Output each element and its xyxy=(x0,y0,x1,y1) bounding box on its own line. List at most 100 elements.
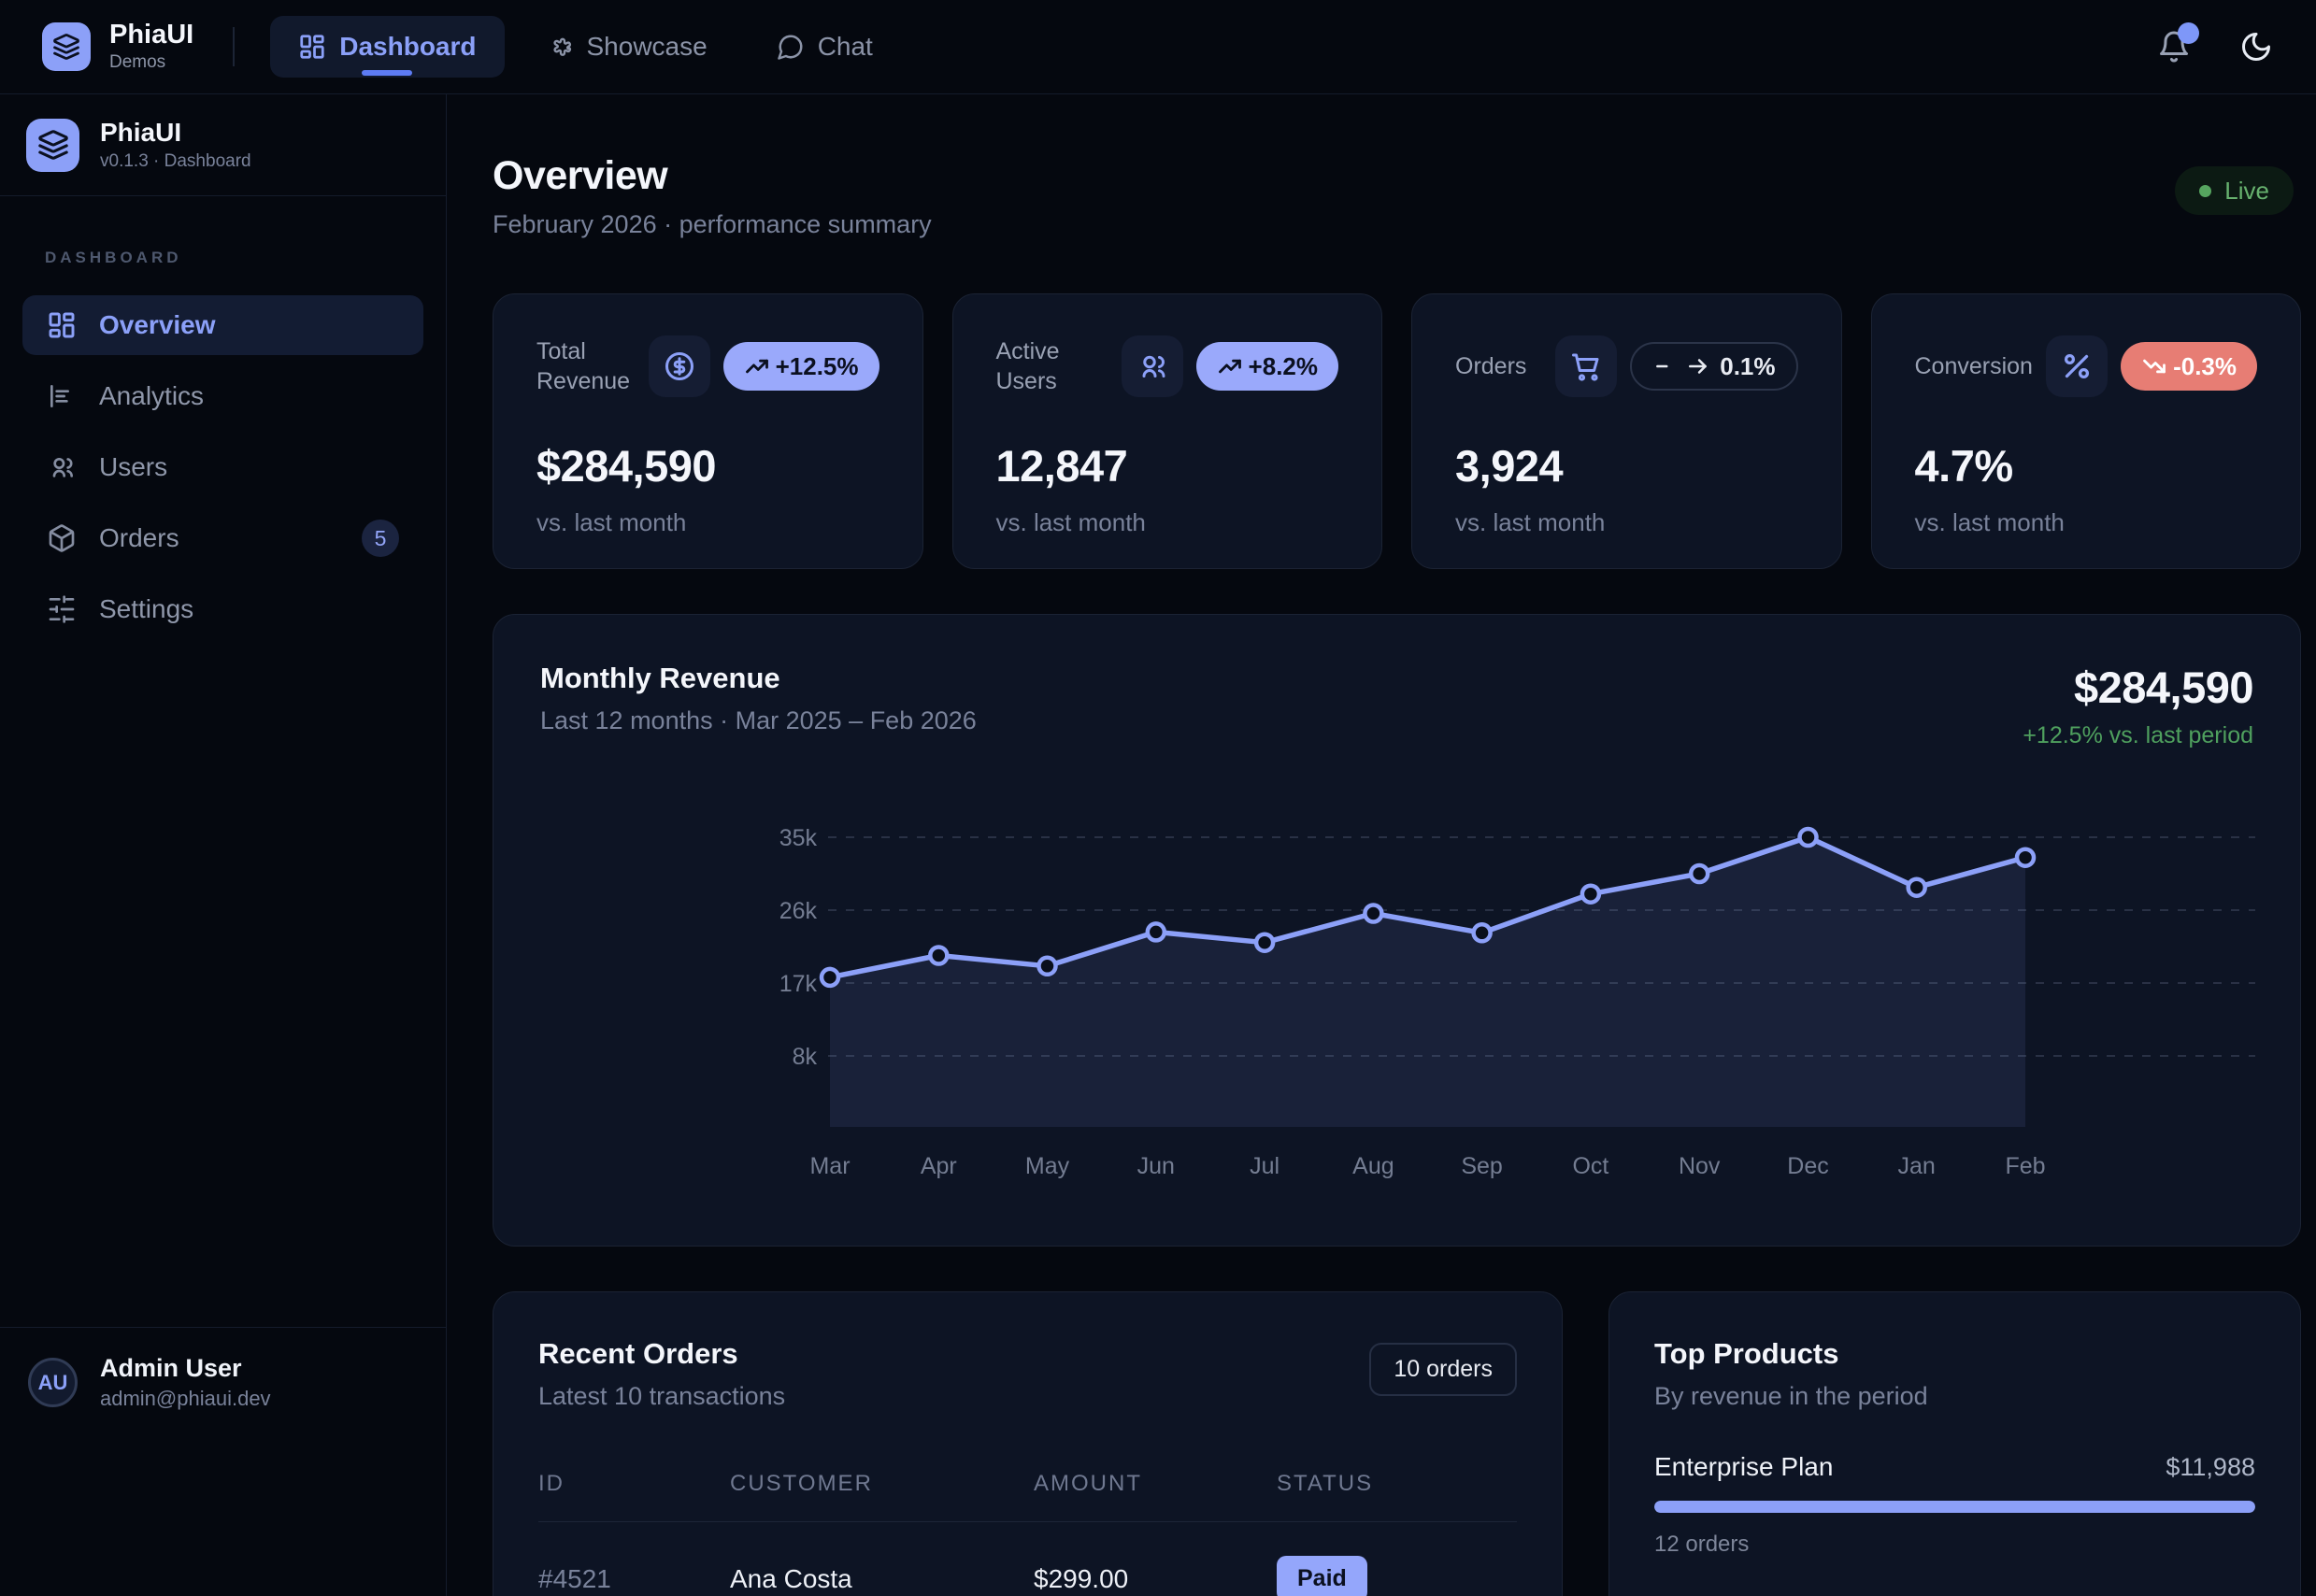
chart-total-value: $284,590 xyxy=(2023,662,2253,713)
layers-icon xyxy=(37,129,69,161)
tab-chat-label: Chat xyxy=(818,32,873,62)
product-bar-fill xyxy=(1654,1501,2255,1513)
stat-card-conversion: Conversion -0.3% 4.7% vs. last month xyxy=(1871,293,2302,569)
orders-table: ID CUSTOMER AMOUNT STATUS #4521 Ana Cost… xyxy=(538,1450,1517,1596)
topbar-actions xyxy=(2157,30,2273,64)
notifications-button[interactable] xyxy=(2157,30,2191,64)
product-orders-note: 12 orders xyxy=(1654,1532,2255,1558)
svg-text:May: May xyxy=(1025,1153,1070,1179)
bottom-row: Recent Orders Latest 10 transactions 10 … xyxy=(493,1291,2301,1596)
stat-label: Orders xyxy=(1455,351,1548,382)
tab-showcase[interactable]: Showcase xyxy=(518,16,736,78)
stat-card-orders: Orders 0.1% 3,924 vs. la xyxy=(1411,293,1842,569)
svg-text:Aug: Aug xyxy=(1352,1153,1394,1179)
svg-text:Feb: Feb xyxy=(2005,1153,2045,1179)
sidebar-item-label: Overview xyxy=(99,310,216,340)
stat-footnote: vs. last month xyxy=(1915,508,2258,537)
products-subtitle: By revenue in the period xyxy=(1654,1382,1928,1411)
trend-badge: +12.5% xyxy=(723,342,879,391)
users-icon xyxy=(1122,335,1183,397)
product-revenue: $11,988 xyxy=(2166,1453,2255,1482)
brand-name: PhiaUI xyxy=(109,21,193,50)
orders-subtitle: Latest 10 transactions xyxy=(538,1382,785,1411)
sidebar-item-settings[interactable]: Settings xyxy=(22,579,423,639)
tab-chat[interactable]: Chat xyxy=(749,16,901,78)
orders-count-badge: 5 xyxy=(362,520,399,557)
sidebar-user[interactable]: AU Admin User admin@phiaui.dev xyxy=(0,1327,446,1437)
stat-label: Total Revenue xyxy=(536,336,641,397)
stat-value: $284,590 xyxy=(536,440,879,492)
sidebar-item-orders[interactable]: Orders 5 xyxy=(22,508,423,568)
sidebar-brand[interactable]: PhiaUI v0.1.3 · Dashboard xyxy=(0,94,446,196)
svg-text:Jan: Jan xyxy=(1898,1153,1936,1179)
svg-text:Apr: Apr xyxy=(921,1153,957,1179)
user-email: admin@phiaui.dev xyxy=(100,1387,271,1411)
trending-down-icon xyxy=(2141,353,2167,379)
sidebar-item-label: Analytics xyxy=(99,381,204,411)
sidebar-brand-name: PhiaUI xyxy=(100,118,251,148)
sidebar: PhiaUI v0.1.3 · Dashboard DASHBOARD Over… xyxy=(0,94,447,1596)
live-label: Live xyxy=(2224,177,2269,206)
sidebar-section-label: DASHBOARD xyxy=(45,249,446,267)
page-header: Overview February 2026 · performance sum… xyxy=(493,153,2301,239)
users-icon xyxy=(47,452,77,482)
stat-value: 12,847 xyxy=(996,440,1339,492)
tab-dashboard[interactable]: Dashboard xyxy=(270,16,504,78)
svg-text:Dec: Dec xyxy=(1787,1153,1828,1179)
arrow-right-icon xyxy=(1686,354,1710,378)
stat-footnote: vs. last month xyxy=(996,508,1339,537)
chart-delta: +12.5% vs. last period xyxy=(2023,722,2253,749)
sidebar-brand-logo xyxy=(26,119,79,172)
trend-badge: +8.2% xyxy=(1196,342,1338,391)
sidebar-item-users[interactable]: Users xyxy=(22,437,423,497)
svg-text:26k: 26k xyxy=(779,898,818,924)
sidebar-nav: Overview Analytics Users Orders 5 xyxy=(0,295,446,639)
sidebar-item-label: Settings xyxy=(99,594,193,624)
live-status-badge: Live xyxy=(2175,166,2294,215)
order-customer: Ana Costa xyxy=(730,1522,1034,1596)
status-badge: Paid xyxy=(1277,1556,1367,1596)
stat-footnote: vs. last month xyxy=(1455,508,1798,537)
stat-card-total-revenue: Total Revenue +12.5% $284,590 vs. last m… xyxy=(493,293,923,569)
svg-text:35k: 35k xyxy=(779,825,818,851)
sidebar-item-overview[interactable]: Overview xyxy=(22,295,423,355)
notification-dot xyxy=(2178,22,2199,44)
svg-text:Oct: Oct xyxy=(1572,1153,1608,1179)
product-bar-track xyxy=(1654,1501,2255,1513)
svg-text:Nov: Nov xyxy=(1679,1153,1721,1179)
svg-text:Sep: Sep xyxy=(1461,1153,1502,1179)
products-title: Top Products xyxy=(1654,1337,1928,1371)
svg-text:Jul: Jul xyxy=(1250,1153,1280,1179)
stat-card-active-users: Active Users +8.2% 12,847 vs. last month xyxy=(952,293,1383,569)
theme-toggle-button[interactable] xyxy=(2239,30,2273,64)
stat-label: Conversion xyxy=(1915,351,2039,382)
svg-text:17k: 17k xyxy=(779,971,818,997)
sidebar-item-label: Orders xyxy=(99,523,179,553)
percent-icon xyxy=(2046,335,2108,397)
svg-text:Mar: Mar xyxy=(809,1153,850,1179)
revenue-chart-svg: 35k26k17k8kMarAprMayJunJulAugSepOctNovDe… xyxy=(540,807,2255,1190)
orders-count-button[interactable]: 10 orders xyxy=(1369,1343,1517,1396)
column-header-customer: CUSTOMER xyxy=(730,1450,1034,1522)
tab-showcase-label: Showcase xyxy=(587,32,708,62)
column-header-amount: AMOUNT xyxy=(1034,1450,1277,1522)
trending-up-icon xyxy=(744,353,770,379)
stat-footnote: vs. last month xyxy=(536,508,879,537)
orders-title: Recent Orders xyxy=(538,1337,785,1371)
table-row[interactable]: #4521 Ana Costa $299.00 Paid xyxy=(538,1522,1517,1596)
dashboard-grid-icon xyxy=(298,33,326,61)
recent-orders-card: Recent Orders Latest 10 transactions 10 … xyxy=(493,1291,1563,1596)
chart-title: Monthly Revenue xyxy=(540,662,977,695)
product-name: Enterprise Plan xyxy=(1654,1452,1833,1482)
package-icon xyxy=(47,523,77,553)
dashboard-grid-icon xyxy=(47,310,77,340)
page-title: Overview xyxy=(493,153,932,199)
sidebar-brand-version: v0.1.3 · Dashboard xyxy=(100,151,251,172)
topbar: PhiaUI Demos Dashboard Showcase Chat xyxy=(0,0,2316,94)
svg-text:Jun: Jun xyxy=(1137,1153,1175,1179)
topbar-brand[interactable]: PhiaUI Demos xyxy=(42,21,193,73)
chat-bubble-icon xyxy=(777,33,805,61)
active-tab-indicator xyxy=(362,70,412,76)
product-item: Enterprise Plan $11,988 12 orders xyxy=(1654,1452,2255,1558)
sidebar-item-analytics[interactable]: Analytics xyxy=(22,366,423,426)
